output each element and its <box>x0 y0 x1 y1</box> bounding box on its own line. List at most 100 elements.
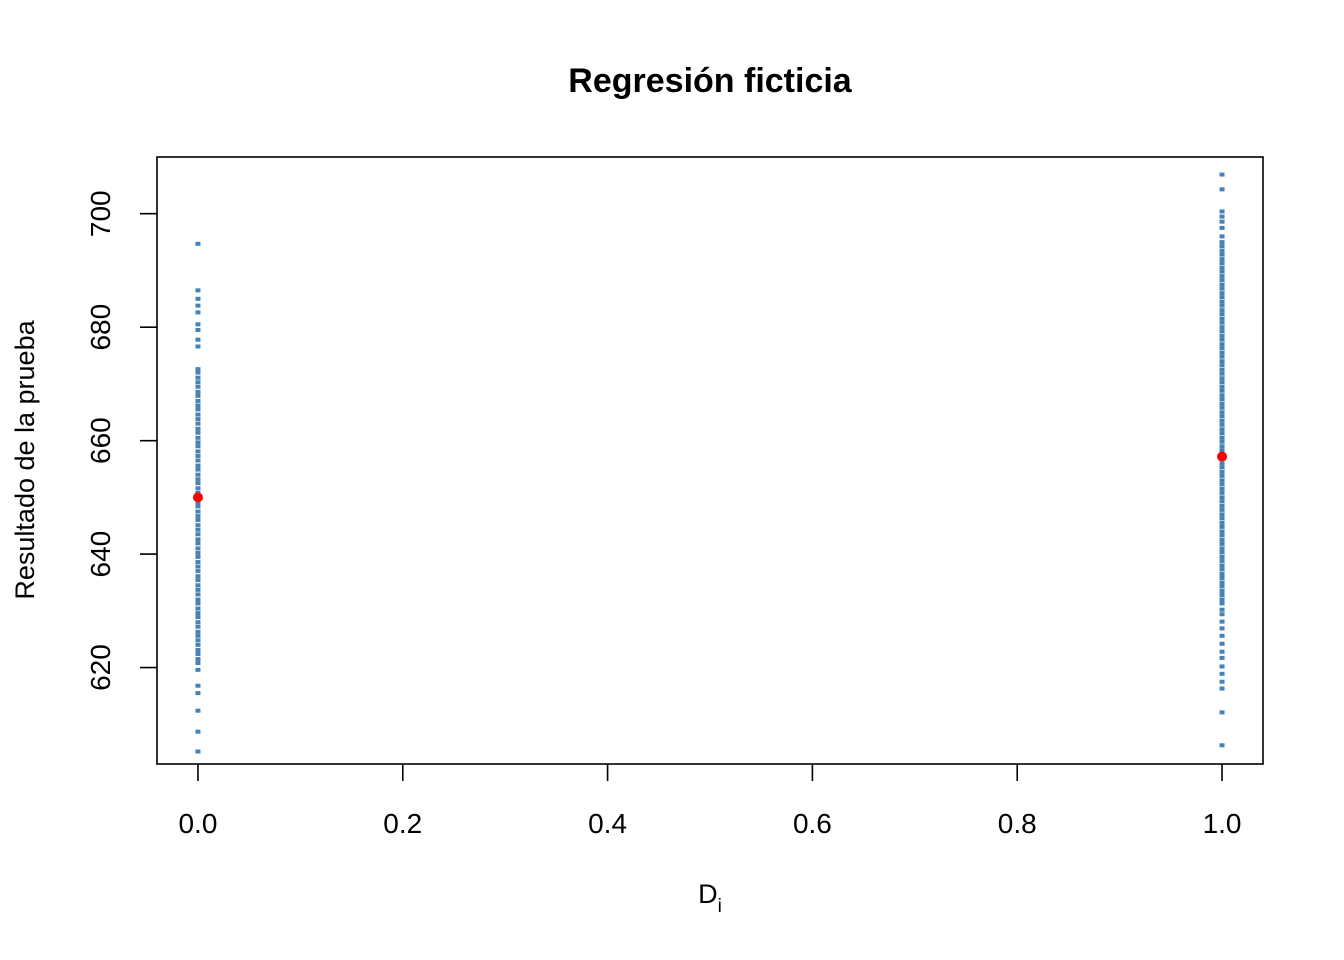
point-1-39 <box>1219 495 1225 500</box>
point-1-102 <box>1219 219 1225 224</box>
point-1-103 <box>1219 214 1225 219</box>
point-1-27 <box>1219 546 1225 551</box>
point-1-88 <box>1219 286 1225 291</box>
point-1-10 <box>1219 626 1225 631</box>
point-0-23 <box>195 583 201 588</box>
point-0-49 <box>195 463 201 468</box>
point-1-60 <box>1219 405 1225 410</box>
point-1-98 <box>1219 244 1225 249</box>
point-1-11 <box>1219 619 1225 624</box>
point-0-64 <box>195 393 201 398</box>
point-1-84 <box>1219 303 1225 308</box>
x-axis-label-main: D <box>698 879 718 909</box>
point-1-101 <box>1219 225 1225 230</box>
point-1-40 <box>1219 490 1225 495</box>
point-1-93 <box>1219 265 1225 270</box>
point-0-37 <box>195 518 201 523</box>
point-1-78 <box>1219 329 1225 334</box>
point-1-1 <box>1219 710 1225 715</box>
point-1-8 <box>1219 641 1225 646</box>
point-1-100 <box>1219 234 1225 239</box>
point-0-72 <box>195 337 201 342</box>
point-0-24 <box>195 578 201 583</box>
point-1-58 <box>1219 414 1225 419</box>
point-0-44 <box>195 486 201 491</box>
point-0-54 <box>195 440 201 445</box>
point-1-43 <box>1219 478 1225 483</box>
point-1-89 <box>1219 282 1225 287</box>
plot-frame <box>156 156 1264 765</box>
point-1-86 <box>1219 295 1225 300</box>
x-tick-label-3: 0.6 <box>793 808 832 839</box>
point-1-0 <box>1219 743 1225 748</box>
point-1-46 <box>1219 465 1225 470</box>
point-1-92 <box>1219 269 1225 274</box>
point-0-19 <box>195 601 201 606</box>
point-1-72 <box>1219 354 1225 359</box>
point-1-32 <box>1219 524 1225 529</box>
point-0-27 <box>195 564 201 569</box>
chart-title: Regresión ficticia <box>568 62 853 100</box>
point-1-36 <box>1219 507 1225 512</box>
point-0-9 <box>195 647 201 652</box>
point-1-71 <box>1219 359 1225 364</box>
point-1-80 <box>1219 320 1225 325</box>
point-1-97 <box>1219 248 1225 253</box>
point-1-54 <box>1219 431 1225 436</box>
point-1-96 <box>1219 252 1225 257</box>
point-1-52 <box>1219 439 1225 444</box>
point-1-31 <box>1219 529 1225 534</box>
point-1-28 <box>1219 541 1225 546</box>
point-1-21 <box>1219 571 1225 576</box>
x-axis: 0.0 0.2 0.4 0.6 0.8 1.0 <box>178 764 1242 839</box>
point-1-13 <box>1219 607 1225 612</box>
point-1-68 <box>1219 371 1225 376</box>
point-0-13 <box>195 629 201 634</box>
point-1-64 <box>1219 388 1225 393</box>
point-1-50 <box>1219 448 1225 453</box>
point-1-83 <box>1219 308 1225 313</box>
point-0-14 <box>195 624 201 629</box>
point-0-65 <box>195 389 201 394</box>
point-0-29 <box>195 554 201 559</box>
point-1-19 <box>1219 580 1225 585</box>
point-1-67 <box>1219 376 1225 381</box>
point-0-39 <box>195 509 201 514</box>
point-0-28 <box>195 560 201 565</box>
point-0-4 <box>195 683 201 688</box>
point-1-3 <box>1219 679 1225 684</box>
point-0-30 <box>195 550 201 555</box>
point-0-31 <box>195 546 201 551</box>
point-1-38 <box>1219 499 1225 504</box>
point-0-77 <box>195 296 201 301</box>
point-1-59 <box>1219 410 1225 415</box>
point-0-26 <box>195 569 201 574</box>
point-1-63 <box>1219 393 1225 398</box>
x-tick-label-2: 0.4 <box>588 808 627 839</box>
y-axis: 620 640 660 680 700 <box>85 190 157 691</box>
point-1-51 <box>1219 444 1225 449</box>
point-0-20 <box>195 597 201 602</box>
point-1-2 <box>1219 686 1225 691</box>
point-1-95 <box>1219 257 1225 262</box>
y-tick-label-3: 680 <box>85 304 116 351</box>
point-0-52 <box>195 449 201 454</box>
x-tick-label-0: 0.0 <box>178 808 217 839</box>
mean-point-1 <box>1217 451 1228 462</box>
mean-point-0 <box>192 492 203 503</box>
y-tick-label-2: 660 <box>85 417 116 464</box>
point-0-69 <box>195 370 201 375</box>
point-0-55 <box>195 435 201 440</box>
point-0-8 <box>195 651 201 656</box>
point-0-51 <box>195 453 201 458</box>
point-1-20 <box>1219 575 1225 580</box>
point-1-61 <box>1219 401 1225 406</box>
point-1-66 <box>1219 380 1225 385</box>
point-1-56 <box>1219 422 1225 427</box>
point-0-21 <box>195 592 201 597</box>
point-0-6 <box>195 661 201 666</box>
point-1-75 <box>1219 342 1225 347</box>
point-0-53 <box>195 444 201 449</box>
point-1-69 <box>1219 367 1225 372</box>
point-1-30 <box>1219 533 1225 538</box>
